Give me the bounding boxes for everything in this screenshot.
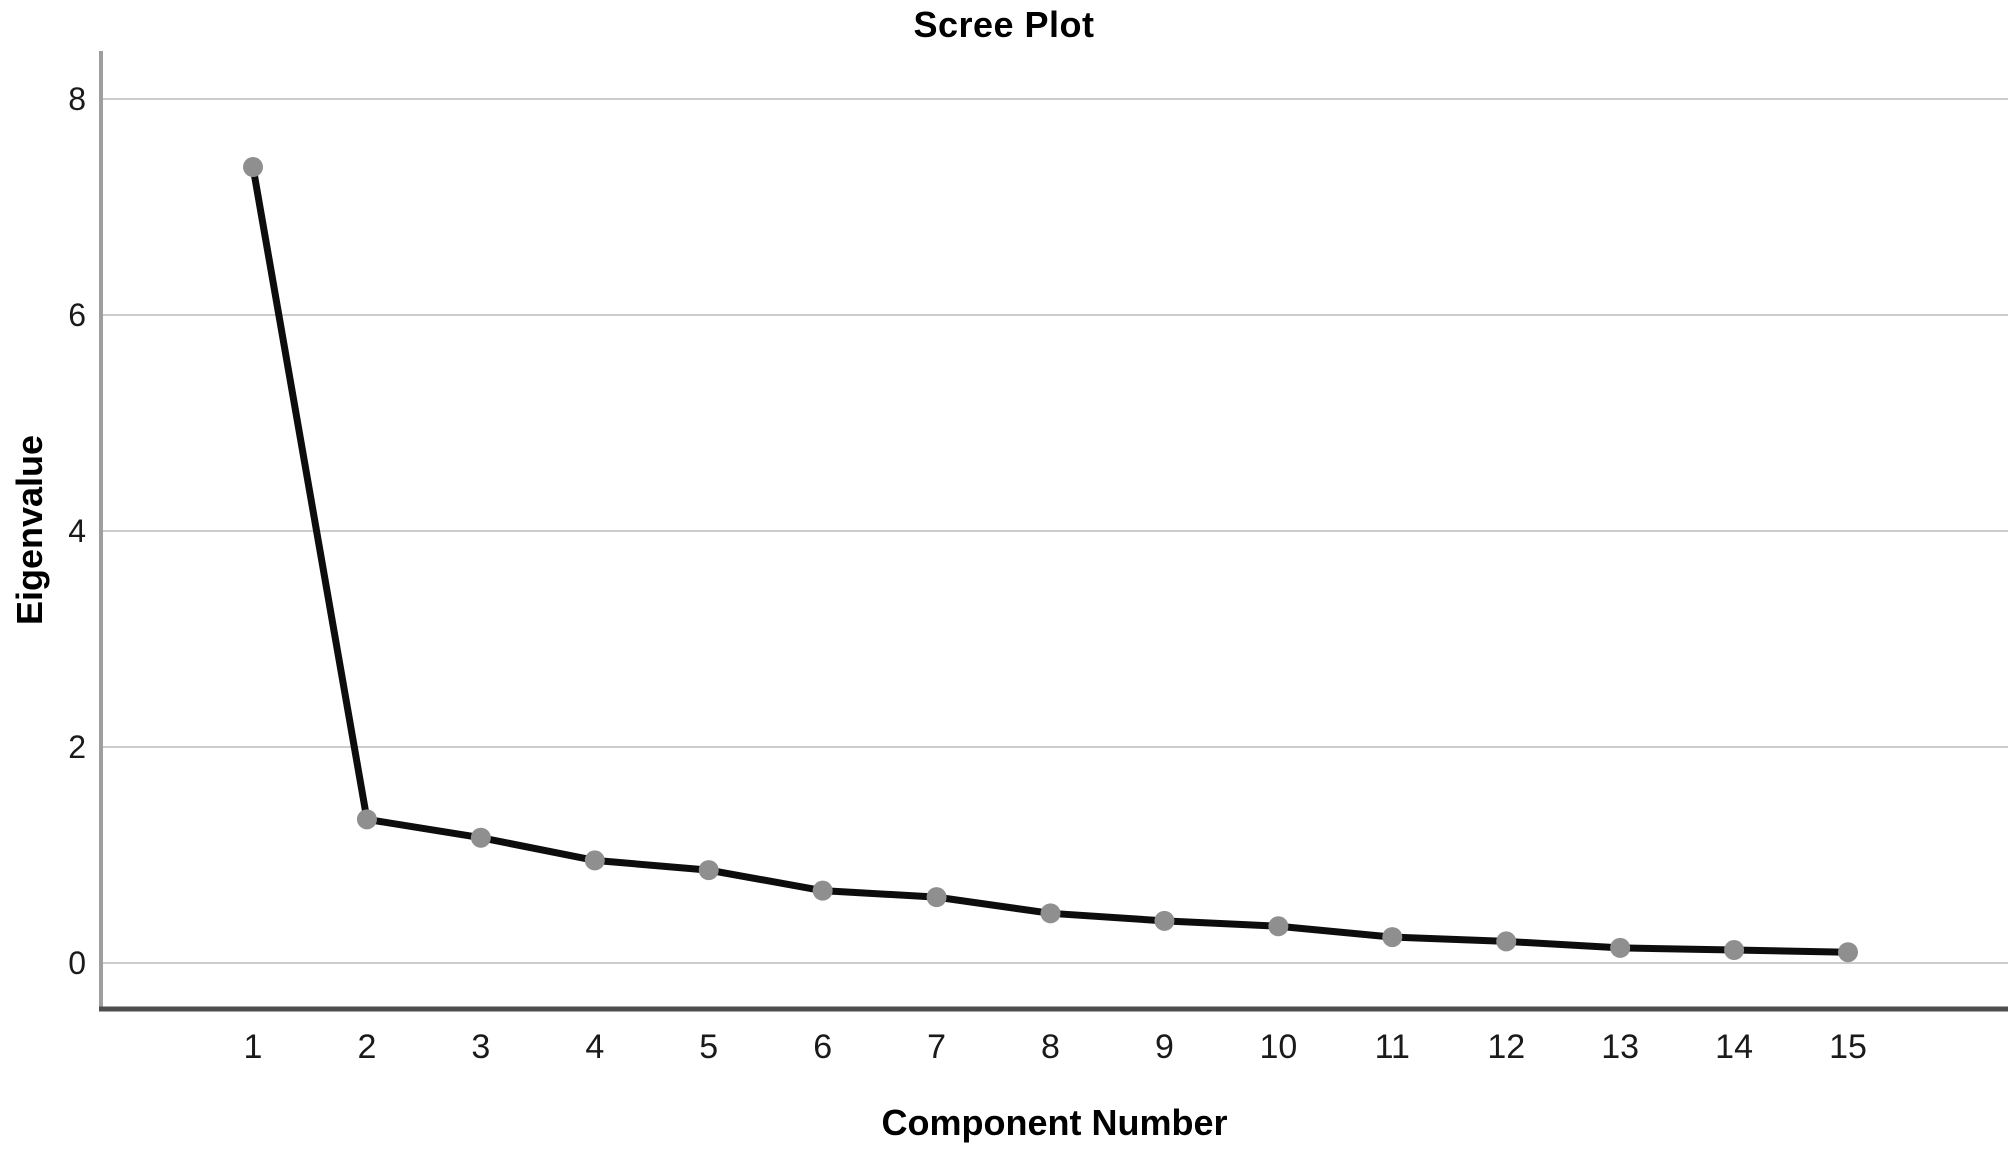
x-tick-label: 8 [1041, 1028, 1060, 1066]
x-tick-label: 7 [927, 1028, 946, 1066]
x-tick-label: 15 [1829, 1028, 1867, 1066]
y-tick-label: 2 [68, 729, 86, 765]
y-tick-label: 4 [68, 513, 86, 549]
data-point-marker [243, 157, 263, 178]
y-tick-label: 6 [68, 297, 86, 333]
data-point-marker [926, 887, 947, 908]
eigenvalue-line [249, 166, 1849, 956]
data-point-marker [1838, 942, 1859, 963]
x-axis-title: Component Number [881, 1102, 1228, 1143]
data-point-marker [1382, 927, 1403, 948]
data-point-marker [812, 880, 833, 901]
data-point-marker [356, 809, 377, 830]
x-tick-label: 1 [244, 1028, 263, 1066]
y-tick-label: 0 [68, 945, 86, 981]
data-point-marker [1496, 931, 1517, 952]
x-tick-label: 13 [1601, 1028, 1639, 1066]
data-point-marker [698, 860, 719, 881]
data-point-marker [1610, 937, 1631, 958]
x-tick-label: 3 [471, 1028, 490, 1066]
x-tick-label: 11 [1375, 1028, 1410, 1066]
x-tick-label: 14 [1715, 1028, 1753, 1066]
data-point-marker [470, 827, 491, 848]
chart-title: Scree Plot [913, 4, 1095, 45]
data-point-marker [1724, 940, 1745, 961]
data-point-marker [1154, 910, 1175, 931]
y-tick-label: 8 [68, 81, 86, 117]
x-tick-label: 4 [585, 1028, 604, 1066]
x-tick-label: 6 [813, 1028, 832, 1066]
x-tick-label: 9 [1155, 1028, 1174, 1066]
x-tick-label: 12 [1487, 1028, 1525, 1066]
x-tick-label: 5 [699, 1028, 718, 1066]
data-point-marker [1268, 916, 1289, 937]
x-tick-label: 2 [357, 1028, 376, 1066]
data-point-marker [1040, 903, 1061, 924]
data-point-marker [584, 850, 605, 871]
x-tick-label: 10 [1259, 1028, 1297, 1066]
